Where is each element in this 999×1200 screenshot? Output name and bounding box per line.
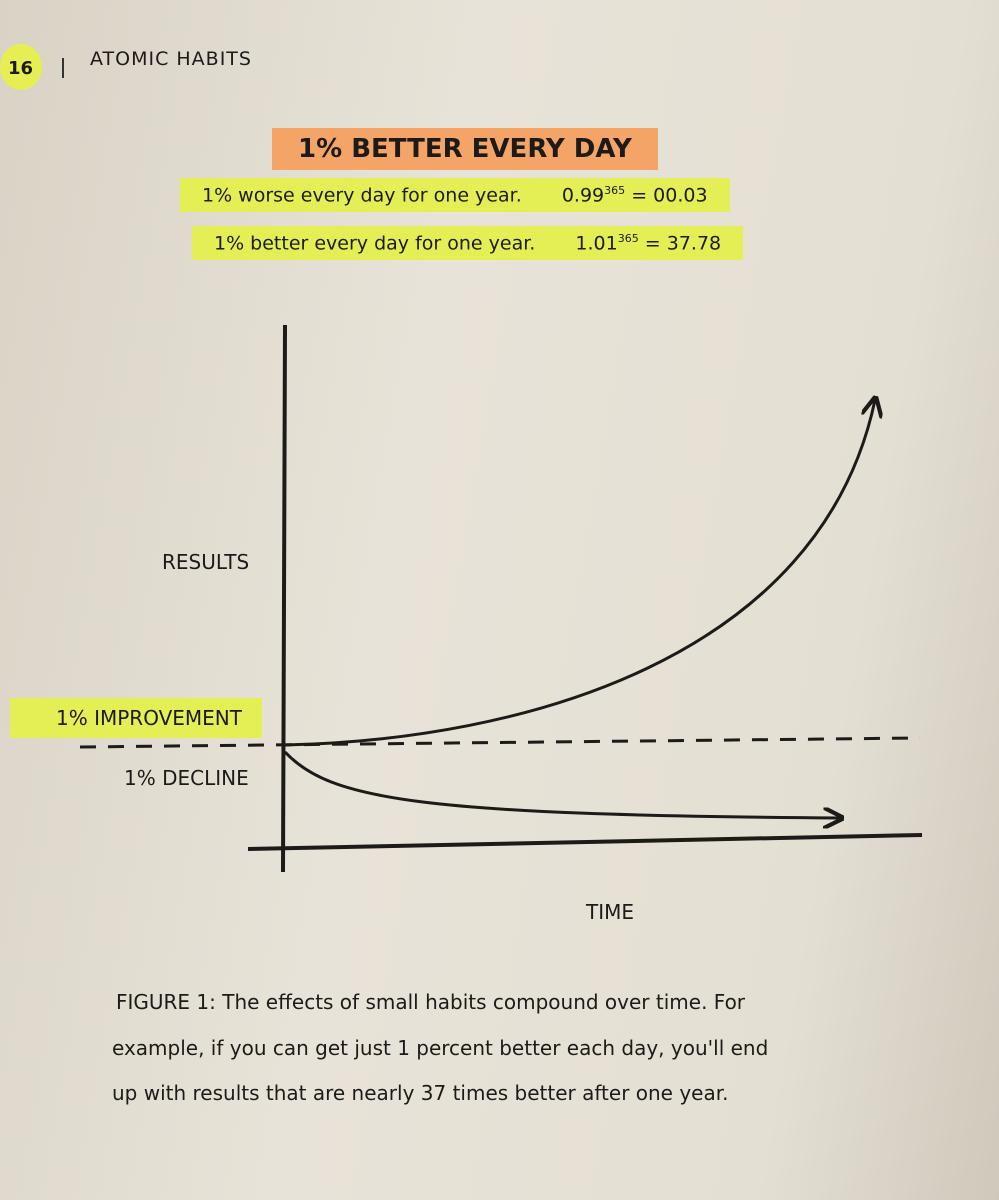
formula-base: 0.99 xyxy=(561,184,605,207)
row-text: 1% worse every day for one year. xyxy=(202,184,522,207)
caption-line: FIGURE 1: The effects of small habits co… xyxy=(116,990,746,1014)
row-text: 1% better every day for one year. xyxy=(214,232,536,255)
decline-label: 1% DECLINE xyxy=(124,766,249,790)
header-separator xyxy=(62,58,64,78)
book-title: ATOMIC HABITS xyxy=(90,48,252,70)
y-axis-label: RESULTS xyxy=(162,550,250,574)
figure-title: 1% BETTER EVERY DAY xyxy=(272,128,658,170)
formula-base: 1.01 xyxy=(575,232,618,255)
caption-line: example, if you can get just 1 percent b… xyxy=(112,1036,769,1060)
growth-curve xyxy=(284,400,875,747)
y-axis xyxy=(281,324,287,873)
formula-row: 1% better every day for one year. 1.0136… xyxy=(192,226,744,261)
formula-result: = 37.78 xyxy=(644,232,722,255)
formula-row: 1% worse every day for one year. 0.99365… xyxy=(180,178,730,213)
decline-curve xyxy=(283,750,840,818)
formula-exponent: 365 xyxy=(617,232,639,245)
x-axis-label: TIME xyxy=(586,900,635,924)
page-number: 16 xyxy=(8,58,34,79)
caption-line: up with results that are nearly 37 times… xyxy=(112,1081,729,1105)
formula-exponent: 365 xyxy=(604,184,626,197)
improvement-label: 1% IMPROVEMENT xyxy=(10,698,262,738)
page-number-highlight xyxy=(0,44,42,90)
x-axis xyxy=(247,833,923,851)
baseline-dashed xyxy=(79,736,921,749)
formula-result: = 00.03 xyxy=(631,184,708,207)
